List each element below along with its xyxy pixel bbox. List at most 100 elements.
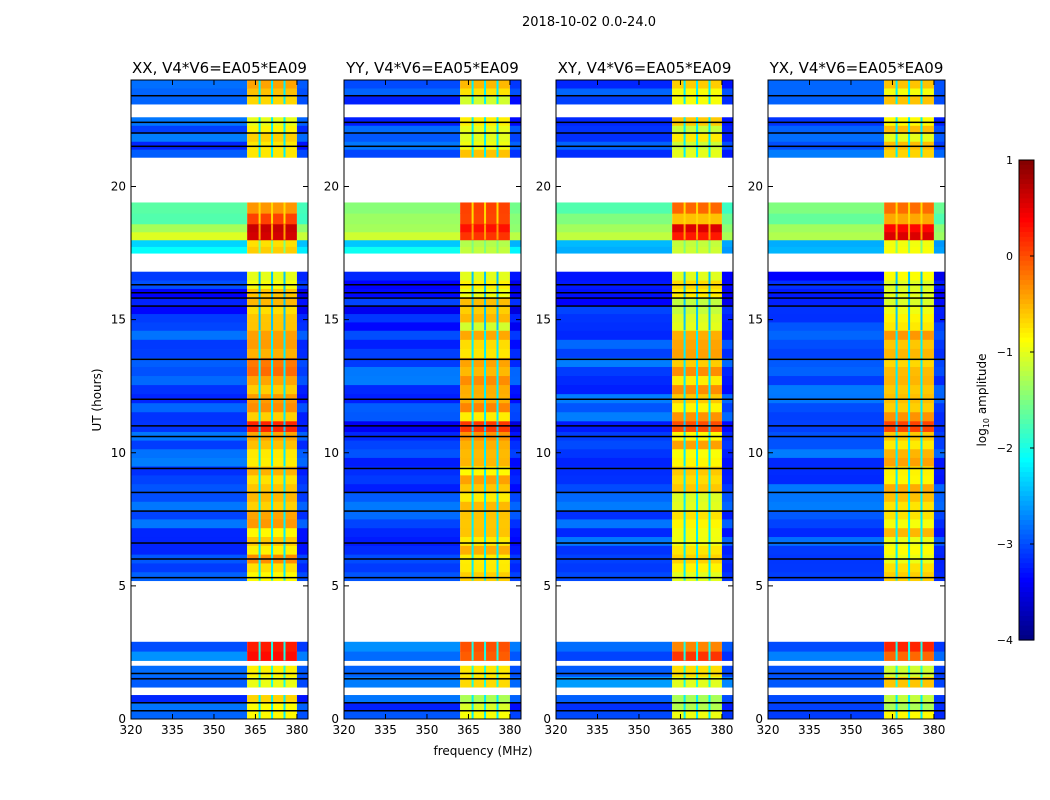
colorbar-segment: [1019, 515, 1034, 521]
band-divider: [283, 117, 286, 158]
heatmap-cell: [768, 357, 885, 367]
heatmap-cell: [509, 641, 521, 652]
heatmap-cell: [344, 330, 461, 340]
heatmap-cell: [556, 545, 673, 555]
colorbar-segment: [1019, 424, 1034, 430]
band-divider: [496, 431, 499, 467]
heatmap-cell: [296, 141, 308, 150]
heatmap-cell: [344, 562, 461, 573]
heatmap-cell: [933, 125, 945, 134]
heatmap-cell: [556, 357, 673, 367]
heatmap-cell: [556, 676, 673, 688]
colorbar-segment: [1019, 280, 1034, 286]
colorbar-segment: [1019, 529, 1034, 535]
band-divider: [484, 466, 487, 581]
heatmap-cell: [768, 402, 885, 413]
heatmap-cell: [296, 149, 308, 158]
heatmap-cell: [131, 366, 248, 377]
heatmap-cell: [556, 87, 673, 97]
heatmap-cell: [556, 375, 673, 386]
heatmap-cell: [933, 457, 945, 467]
heatmap-cell: [296, 562, 308, 573]
heatmap-cell: [509, 271, 521, 281]
band-divider: [920, 80, 923, 104]
flagged-row: [768, 710, 945, 712]
heatmap-cell: [131, 457, 248, 467]
heatmap-cell: [933, 402, 945, 413]
colorbar-segment: [1019, 376, 1034, 382]
flagged-row: [556, 121, 733, 124]
colorbar-segment: [1019, 544, 1034, 550]
heatmap-cell: [131, 711, 248, 720]
flagged-row: [344, 542, 521, 544]
band-divider: [683, 223, 686, 240]
band-divider: [683, 431, 686, 467]
band-divider: [283, 641, 286, 661]
band-divider: [496, 271, 499, 331]
band-divider: [496, 202, 499, 224]
colorbar-segment: [1019, 620, 1034, 627]
band-divider: [908, 117, 911, 158]
flagged-row: [768, 558, 945, 560]
heatmap-cell: [768, 305, 885, 315]
heatmap-cell: [556, 339, 673, 349]
heatmap-cell: [933, 95, 945, 105]
heatmap-cell: [296, 695, 308, 704]
flagged-row: [768, 425, 945, 427]
colorbar-segment: [1019, 328, 1034, 334]
heatmap-cell: [344, 271, 461, 281]
heatmap-cell: [556, 711, 673, 720]
heatmap-cell: [721, 339, 733, 349]
heatmap-cell: [768, 339, 885, 349]
heatmap-cell: [344, 703, 461, 712]
heatmap-cell: [933, 695, 945, 704]
band-divider: [471, 641, 474, 661]
panel-2: XY, V4*V6=EA05*EA09 320 335 350 365 380 0 5 10 15…: [536, 59, 734, 737]
heatmap-cell: [509, 510, 521, 520]
heatmap-cell: [509, 141, 521, 150]
flagged-row: [131, 425, 308, 427]
heatmap-cell: [509, 562, 521, 573]
heatmap-cell: [131, 133, 248, 142]
heatmap-cell: [509, 313, 521, 323]
heatmap-cell: [721, 231, 733, 241]
heatmap-cell: [768, 665, 885, 677]
band-divider: [683, 271, 686, 331]
heatmap-cell: [768, 483, 885, 493]
heatmap-cell: [296, 330, 308, 340]
heatmap-cell: [556, 393, 673, 404]
flagged-row: [768, 292, 945, 294]
panel-title: XY, V4*V6=EA05*EA09: [558, 59, 732, 77]
band-divider: [908, 695, 911, 719]
heatmap-cell: [344, 339, 461, 349]
heatmap-cell: [933, 711, 945, 720]
colorbar-segment: [1019, 462, 1034, 468]
heatmap-cell: [933, 492, 945, 502]
heatmap-cell: [721, 246, 733, 254]
heatmap-cell: [933, 510, 945, 520]
heatmap-cell: [933, 313, 945, 323]
flagged-row: [344, 292, 521, 294]
flagged-row: [131, 398, 308, 400]
colorbar-segment: [1019, 577, 1034, 583]
heatmap-cell: [131, 141, 248, 150]
heatmap-cell: [131, 117, 248, 126]
heatmap-cell: [296, 411, 308, 422]
flagged-row: [556, 292, 733, 294]
colorbar-segment: [1019, 337, 1034, 343]
band-divider: [696, 431, 699, 467]
heatmap-cell: [556, 125, 673, 134]
colorbar-segment: [1019, 481, 1034, 487]
heatmap-cell: [721, 321, 733, 331]
heatmap-cell: [721, 125, 733, 134]
heatmap-cell: [933, 202, 945, 214]
heatmap-cell: [509, 492, 521, 502]
heatmap-cell: [131, 474, 248, 485]
heatmap-cell: [344, 296, 461, 306]
heatmap-cell: [933, 357, 945, 367]
band-divider: [484, 117, 487, 158]
heatmap-cell: [721, 402, 733, 413]
heatmap-cell: [131, 665, 248, 677]
heatmap-cell: [296, 402, 308, 413]
band-divider: [271, 271, 274, 331]
